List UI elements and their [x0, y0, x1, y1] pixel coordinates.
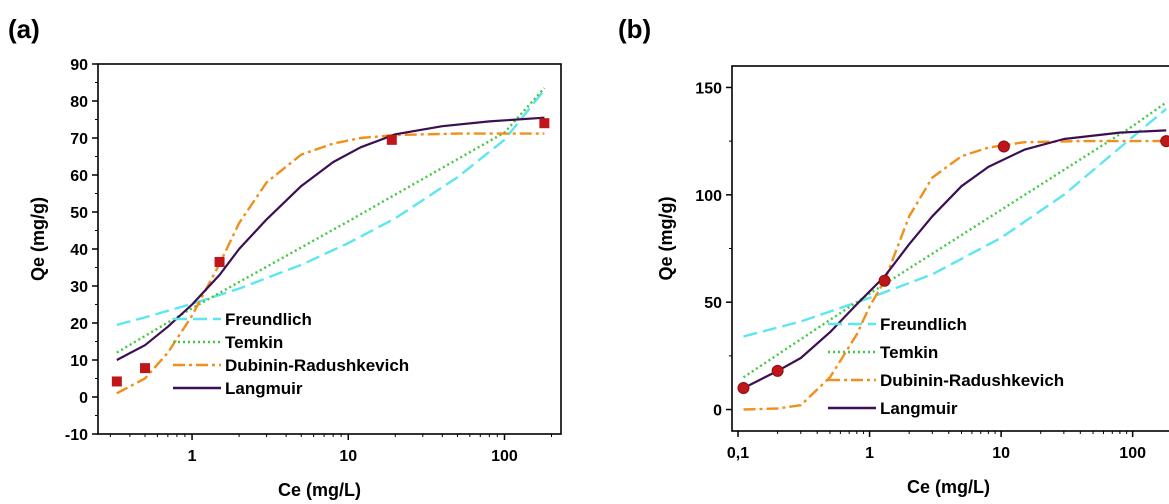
- series-group-b: [742, 101, 1167, 411]
- series-line-dubinin-b: [743, 139, 1167, 411]
- y-tick-label-a: 30: [70, 279, 88, 296]
- y-tick-label-b: 150: [695, 80, 722, 97]
- legend-label-dubinin-b: Dubinin-Radushkevich: [880, 371, 1064, 390]
- x-tick-label-a: 10: [339, 448, 357, 465]
- legend-b: Freundlich Temkin Dubinin-Radushkevich Lang…: [828, 315, 1064, 418]
- y-tick-label-a: 80: [70, 94, 88, 111]
- data-point-b: [771, 364, 784, 377]
- x-tick-label-b: 10: [992, 445, 1010, 462]
- series-line-langmuir-a: [116, 116, 545, 361]
- x-tick-label-b: 0,1: [727, 445, 749, 462]
- data-point-a: [386, 134, 397, 145]
- x-tick-label-b: 1: [865, 445, 874, 462]
- x-tick-label-a: 1: [188, 448, 197, 465]
- data-point-a: [214, 256, 225, 267]
- series-line-freundlich-b: [743, 107, 1167, 338]
- chart-b: 0 50 100 150 0,1 1 10 100 Ce (mg/L) Qe (mg/g) Freu…: [656, 65, 1169, 497]
- y-tick-label-b: 100: [695, 188, 722, 205]
- panel-label-b: (b): [618, 14, 652, 44]
- data-point-a: [539, 118, 550, 129]
- data-point-a: [140, 363, 151, 374]
- legend-label-temkin-a: Temkin: [225, 333, 283, 352]
- data-point-b: [997, 140, 1010, 153]
- y-tick-label-a: 40: [70, 242, 88, 259]
- legend-a: Freundlich Temkin Dubinin-Radushkevich Lang…: [173, 310, 409, 398]
- legend-label-dubinin-a: Dubinin-Radushkevich: [225, 356, 409, 375]
- y-tick-label-b: 50: [704, 295, 722, 312]
- x-axis-title-a: Ce (mg/L): [278, 480, 361, 500]
- y-tick-label-a: 10: [70, 353, 88, 370]
- y-tick-label-a: 50: [70, 205, 88, 222]
- series-line-temkin-b: [742, 101, 1167, 379]
- data-point-b: [737, 382, 750, 395]
- legend-label-freundlich-b: Freundlich: [880, 315, 967, 334]
- y-tick-label-a: 70: [70, 131, 88, 148]
- chart-a: -10 0 10 20 30 40 50 60 70 80 90 1 10 100 Ce (mg/L) Qe …: [28, 57, 562, 500]
- x-tick-label-b: 100: [1119, 445, 1146, 462]
- data-point-b: [1160, 135, 1169, 148]
- y-tick-label-a: -10: [65, 427, 88, 444]
- y-tick-label-a: 60: [70, 168, 88, 185]
- y-tick-label-b: 0: [713, 403, 722, 420]
- legend-label-langmuir-b: Langmuir: [880, 399, 958, 418]
- legend-label-freundlich-a: Freundlich: [225, 310, 312, 329]
- series-line-dubinin-a: [116, 132, 545, 395]
- y-tick-label-a: 0: [79, 390, 88, 407]
- legend-label-langmuir-a: Langmuir: [225, 379, 303, 398]
- panel-label-a: (a): [8, 14, 40, 44]
- data-point-a: [111, 376, 122, 387]
- y-axis-title-a: Qe (mg/g): [28, 197, 48, 281]
- legend-label-temkin-b: Temkin: [880, 343, 938, 362]
- plot-frame-a: [97, 63, 562, 435]
- series-line-langmuir-b: [743, 129, 1167, 390]
- x-axis-title-b: Ce (mg/L): [907, 477, 990, 497]
- series-group-a: [116, 87, 546, 395]
- series-line-freundlich-a: [116, 89, 546, 327]
- experimental-points-a: [111, 118, 550, 387]
- data-point-b: [878, 274, 891, 287]
- experimental-points-b: [737, 135, 1169, 395]
- y-tick-label-a: 20: [70, 316, 88, 333]
- y-tick-label-a: 90: [70, 57, 88, 74]
- series-line-temkin-a: [116, 87, 546, 354]
- x-tick-label-a: 100: [491, 448, 518, 465]
- y-axis-title-b: Qe (mg/g): [656, 196, 676, 280]
